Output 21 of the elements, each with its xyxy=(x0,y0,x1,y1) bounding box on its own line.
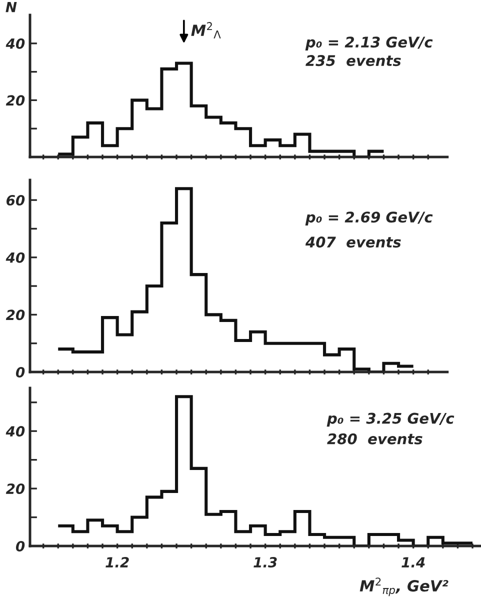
y-tick-label: 20 xyxy=(6,484,25,494)
y-tick-label: 20 xyxy=(6,95,25,106)
y-axis-title: N xyxy=(6,2,17,12)
y-tick-label: 40 xyxy=(6,252,25,263)
x-tick-label: 1.2 xyxy=(106,557,129,568)
x-tick-label: 1.4 xyxy=(402,557,425,568)
y-tick-label: 20 xyxy=(6,310,25,320)
annotation: 280 events xyxy=(327,433,422,444)
annotation: p₀ = 2.13 GeV/c xyxy=(305,36,433,50)
x-tick-label: 1.3 xyxy=(254,557,277,568)
ref-line-label: M$^{2}$$_{Λ}$ xyxy=(191,22,221,38)
annotation: p₀ = 3.25 GeV/c xyxy=(326,412,454,427)
y-tick-label: 40 xyxy=(6,426,25,437)
y-tick-label: 0 xyxy=(16,366,25,378)
annotation: 407 events xyxy=(305,236,401,248)
y-tick-label: 0 xyxy=(16,540,25,552)
y-tick-label: 60 xyxy=(6,195,25,206)
annotation: 235 events xyxy=(306,55,401,66)
x-axis-title: M$^{2}$$_{πp}$, GeV² xyxy=(360,578,448,596)
y-tick-label: 40 xyxy=(6,38,25,49)
annotation: p₀ = 2.69 GeV/c xyxy=(305,212,433,226)
